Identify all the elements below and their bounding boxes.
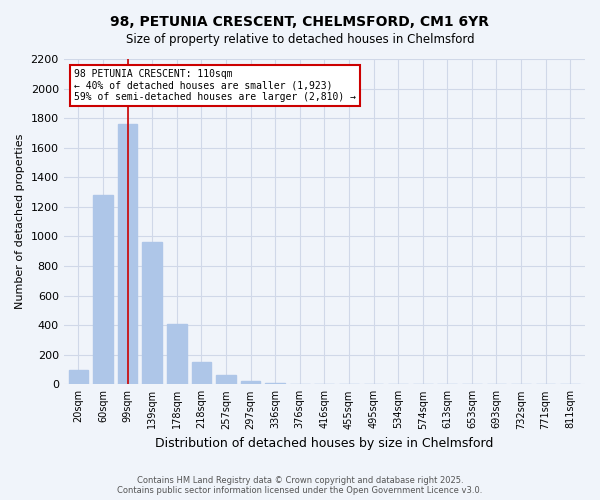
Bar	[68, 370, 88, 384]
Text: Contains HM Land Registry data © Crown copyright and database right 2025.
Contai: Contains HM Land Registry data © Crown c…	[118, 476, 482, 495]
Text: Size of property relative to detached houses in Chelmsford: Size of property relative to detached ho…	[125, 32, 475, 46]
X-axis label: Distribution of detached houses by size in Chelmsford: Distribution of detached houses by size …	[155, 437, 494, 450]
Bar	[142, 242, 162, 384]
Bar	[93, 195, 113, 384]
Bar	[191, 362, 211, 384]
Bar	[167, 324, 187, 384]
Bar	[241, 380, 260, 384]
Text: 98, PETUNIA CRESCENT, CHELMSFORD, CM1 6YR: 98, PETUNIA CRESCENT, CHELMSFORD, CM1 6Y…	[110, 15, 490, 29]
Text: 98 PETUNIA CRESCENT: 110sqm
← 40% of detached houses are smaller (1,923)
59% of : 98 PETUNIA CRESCENT: 110sqm ← 40% of det…	[74, 69, 356, 102]
Bar	[265, 382, 285, 384]
Y-axis label: Number of detached properties: Number of detached properties	[15, 134, 25, 310]
Bar	[118, 124, 137, 384]
Bar	[216, 376, 236, 384]
